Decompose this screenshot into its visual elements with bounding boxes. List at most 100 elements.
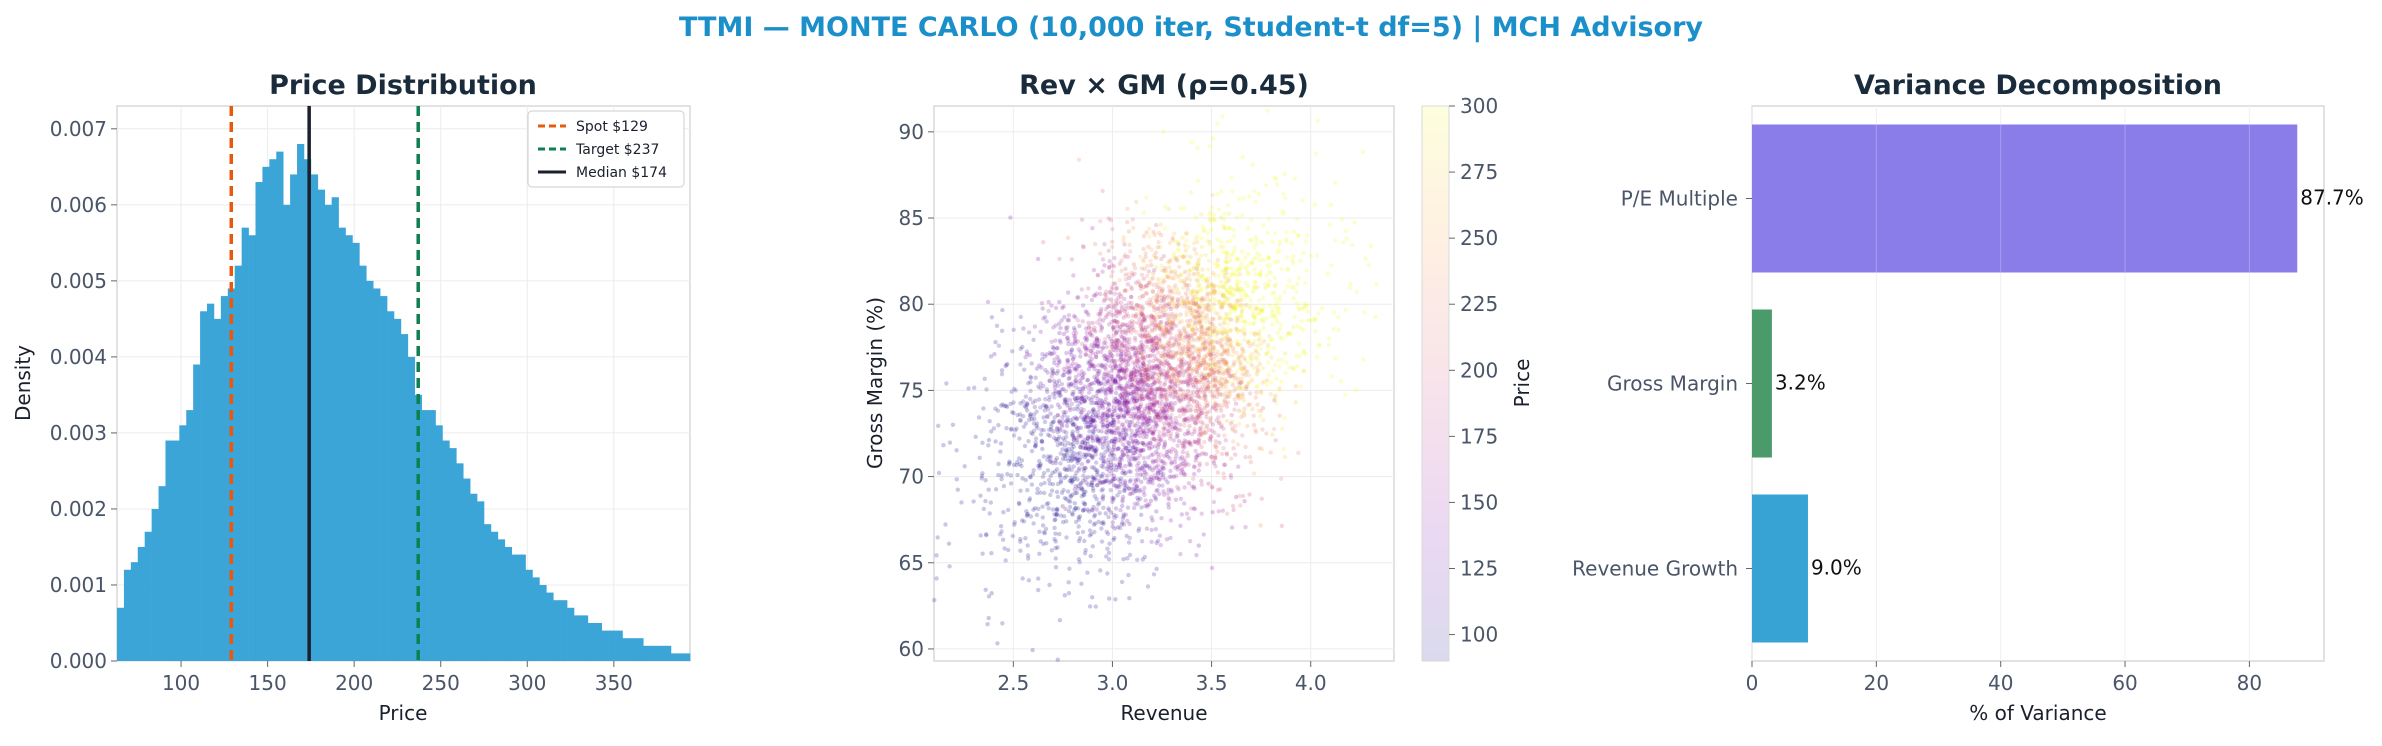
scatter-point bbox=[1040, 352, 1045, 357]
scatter-point bbox=[1126, 408, 1132, 414]
scatter-point bbox=[1159, 415, 1165, 420]
scatter-point bbox=[1093, 448, 1098, 453]
scatter-point bbox=[1147, 234, 1152, 239]
scatter-point bbox=[1169, 489, 1174, 494]
scatter-point bbox=[1194, 384, 1199, 390]
scatter-point bbox=[1240, 306, 1245, 312]
scatter-point bbox=[1198, 378, 1203, 383]
scatter-point bbox=[1231, 234, 1237, 239]
scatter-point bbox=[995, 641, 1000, 646]
scatter-point bbox=[1223, 275, 1228, 281]
scatter-point bbox=[1268, 263, 1273, 268]
scatter-point bbox=[1171, 474, 1177, 479]
scatter-point bbox=[1184, 300, 1190, 305]
scatter-point bbox=[1113, 376, 1118, 381]
scatter-point bbox=[1157, 363, 1162, 368]
scatter-point bbox=[1235, 256, 1240, 261]
scatter-point bbox=[1144, 463, 1149, 468]
scatter-point bbox=[1044, 387, 1050, 392]
scatter-point bbox=[1199, 451, 1205, 456]
scatter-point bbox=[1222, 381, 1228, 386]
scatter-point bbox=[1125, 448, 1130, 454]
scatter-point bbox=[1284, 267, 1290, 272]
scatter-point bbox=[1207, 326, 1213, 331]
scatter-point bbox=[1122, 288, 1128, 293]
scatter-point bbox=[1029, 482, 1035, 487]
scatter-point bbox=[1047, 481, 1053, 486]
scatter-point bbox=[1255, 305, 1261, 311]
scatter-point bbox=[1157, 336, 1162, 341]
scatter-point bbox=[1347, 285, 1352, 291]
scatter-point bbox=[1099, 306, 1104, 311]
scatter-point bbox=[1122, 336, 1127, 341]
scatter-point bbox=[1106, 457, 1111, 462]
scatter-point bbox=[1123, 512, 1129, 517]
scatter-point bbox=[1070, 453, 1075, 459]
scatter-point bbox=[1122, 328, 1128, 333]
scatter-point bbox=[1186, 481, 1192, 486]
scatter-point bbox=[1133, 314, 1138, 320]
scatter-point bbox=[1087, 604, 1093, 609]
scatter-point bbox=[1197, 319, 1203, 324]
scatter-point bbox=[1144, 283, 1149, 288]
scatter-point bbox=[1121, 425, 1127, 430]
scatter-point bbox=[1210, 216, 1215, 221]
scatter-point bbox=[1142, 492, 1147, 498]
scatter-point bbox=[1172, 401, 1178, 406]
scatter-point bbox=[1199, 433, 1204, 438]
scatter-point bbox=[1175, 393, 1180, 399]
scatter-point bbox=[1055, 402, 1061, 407]
scatter-point bbox=[1086, 482, 1091, 488]
scatter-point bbox=[1002, 403, 1007, 409]
scatter-point bbox=[1090, 595, 1095, 600]
scatter-point bbox=[1021, 367, 1027, 372]
scatter-point bbox=[1052, 512, 1057, 517]
scatter-point bbox=[1149, 391, 1155, 397]
scatter-point bbox=[1221, 284, 1226, 290]
scatter-point bbox=[1293, 384, 1299, 389]
scatter-point bbox=[1234, 298, 1240, 303]
scatter-point bbox=[1249, 357, 1254, 363]
scatter-point bbox=[1291, 296, 1297, 301]
scatter-point bbox=[1080, 386, 1086, 391]
scatter-point bbox=[1233, 452, 1238, 457]
scatter-point bbox=[1176, 369, 1182, 375]
scatter-point bbox=[1197, 313, 1203, 318]
histogram-bar bbox=[518, 554, 526, 661]
scatter-point bbox=[1071, 406, 1077, 412]
scatter-point bbox=[1076, 524, 1081, 529]
scatter-point bbox=[1217, 273, 1222, 278]
scatter-point bbox=[1268, 392, 1273, 397]
scatter-point bbox=[1018, 314, 1023, 320]
scatter-point bbox=[1132, 370, 1137, 375]
scatter-point bbox=[1196, 320, 1202, 326]
scatter-point bbox=[1276, 248, 1282, 253]
histogram-bar bbox=[497, 539, 506, 661]
scatter-point bbox=[1168, 535, 1173, 541]
scatter-point bbox=[1066, 290, 1071, 295]
scatter-point bbox=[1123, 352, 1128, 358]
scatter-point bbox=[1176, 464, 1181, 469]
scatter-point bbox=[1254, 241, 1259, 246]
scatter-point bbox=[1071, 325, 1077, 331]
scatter-point bbox=[1216, 433, 1221, 438]
scatter-point bbox=[1209, 454, 1214, 460]
scatter-point bbox=[1132, 335, 1138, 341]
scatter-point bbox=[1161, 309, 1167, 315]
scatter-point bbox=[1205, 375, 1210, 380]
scatter-point bbox=[1078, 425, 1084, 430]
scatter-point bbox=[1187, 367, 1192, 372]
scatter-point bbox=[1144, 367, 1150, 373]
scatter-point bbox=[1147, 359, 1152, 364]
scatter-point bbox=[1163, 266, 1168, 271]
scatter-point bbox=[1100, 425, 1106, 430]
scatter-point bbox=[1131, 456, 1137, 461]
scatter-point bbox=[1270, 432, 1275, 437]
scatter-point bbox=[1119, 386, 1125, 392]
histogram-bar bbox=[622, 638, 630, 661]
scatter-point bbox=[1207, 297, 1212, 302]
scatter-point bbox=[1125, 411, 1130, 416]
scatter-point bbox=[1081, 500, 1086, 505]
scatter-point bbox=[1186, 348, 1191, 354]
scatter-point bbox=[1247, 305, 1252, 310]
